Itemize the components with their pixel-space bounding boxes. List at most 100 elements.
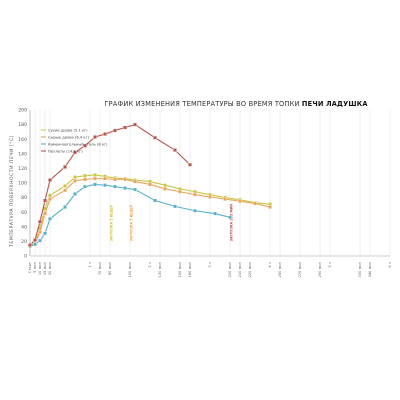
data-point: [113, 128, 117, 133]
x-tick-label: 6 ч: [388, 262, 392, 268]
y-tick-label: 100: [18, 181, 27, 187]
series-3: [28, 182, 232, 248]
data-point: [38, 238, 42, 243]
x-tick-label: 250 мин: [278, 261, 282, 277]
data-point: [33, 238, 37, 242]
data-point: [93, 135, 97, 139]
data-point: [238, 199, 242, 204]
series-line: [29, 174, 271, 247]
x-tick-label: 130 мин: [158, 261, 162, 277]
y-tick-label: 200: [18, 108, 27, 114]
data-point: [188, 162, 192, 167]
data-point: [193, 192, 197, 197]
data-point: [173, 204, 177, 209]
data-point: [193, 208, 197, 213]
data-point: [173, 148, 177, 153]
x-tick-label: 2 ч: [148, 262, 152, 268]
data-point: [103, 183, 107, 188]
x-tick-label: 330 мин: [358, 261, 362, 277]
data-point: [83, 184, 87, 189]
x-tick-label: 160 мин: [188, 261, 192, 277]
data-point: [93, 173, 97, 177]
data-point: [83, 143, 87, 148]
data-point: [38, 219, 42, 224]
data-point: [48, 216, 52, 221]
x-tick-label: 10 мин: [38, 261, 42, 275]
data-point: [148, 182, 152, 187]
series-4: [28, 122, 192, 247]
x-tick-label: 5 мин: [33, 261, 37, 272]
data-point: [213, 211, 217, 216]
y-tick-label: 180: [18, 122, 27, 128]
x-tick-label: 3 ч: [208, 262, 212, 268]
x-tick-label: 210 мин: [238, 261, 242, 277]
y-tick-label: 140: [18, 151, 27, 157]
legend-label: Сухие дрова (5,1 кг): [48, 128, 88, 132]
data-point: [43, 198, 47, 203]
legend-label: Пеллеты (14,2 кг): [48, 149, 83, 153]
data-point: [178, 189, 182, 194]
x-tick-label: 80 мин: [108, 261, 112, 275]
legend: Сухие дрова (5,1 кг) Сырые дрова (6,4 кг)…: [41, 128, 108, 153]
data-point: [43, 231, 47, 236]
x-tick-label: Старт: [28, 262, 32, 273]
x-tick-label: 220 мин: [248, 261, 252, 277]
data-point: [223, 197, 227, 201]
x-tick-label: 340 мин: [368, 261, 372, 277]
data-point: [73, 178, 77, 183]
y-tick-label: 20: [21, 239, 27, 245]
x-tick-label: 70 мин: [98, 261, 102, 275]
data-point: [228, 215, 232, 220]
axis-layer: Старт 5 мин 10 мин 15 мин 20 мин 1 ч 70 мин 80 …: [18, 108, 392, 278]
y-tick-label: 80: [21, 195, 27, 201]
data-point: [103, 132, 107, 136]
x-tick-label: 5 ч: [328, 262, 332, 268]
legend-label: Каменноугольный уголь (8 кг): [48, 142, 108, 146]
grid-layer: [29, 110, 391, 256]
data-point: [163, 186, 167, 191]
data-point: [48, 193, 52, 198]
data-point: [38, 230, 42, 234]
data-point: [113, 184, 117, 189]
y-tick-label: 40: [21, 224, 27, 230]
y-axis-label: ТЕМПЕРАТУРА ПОВЕРХНОСТИ ПЕЧИ [°C]: [9, 135, 15, 248]
series-2: [28, 176, 272, 249]
data-point: [48, 178, 52, 182]
data-point: [63, 205, 67, 209]
data-point: [133, 179, 137, 184]
data-point: [253, 201, 257, 206]
data-point: [73, 192, 77, 196]
data-point: [63, 184, 67, 188]
legend-label: Сырые дрова (6,4 кг): [48, 135, 90, 139]
annotation-layer: ЗАГРУЗКА 5 ВЕДЕР ЗАГРУЗКА 5 ВЕДЕР ЗАГРУЗКА…: [110, 204, 234, 242]
x-tick-label: 100 мин: [128, 261, 132, 277]
x-tick-label: 290 мин: [318, 261, 322, 277]
data-point: [93, 176, 97, 181]
x-tick-label: 270 мин: [298, 261, 302, 277]
y-tick-label: 0: [24, 254, 27, 260]
data-point: [73, 150, 77, 155]
data-point: [93, 182, 97, 187]
y-tick-label: 60: [21, 210, 27, 216]
y-tick-label: 160: [18, 137, 27, 143]
data-point: [268, 205, 272, 209]
series-layer: [28, 122, 272, 249]
data-point: [123, 177, 127, 182]
x-tick-label: 200 мин: [228, 261, 232, 277]
data-point: [43, 211, 47, 216]
data-point: [123, 125, 127, 130]
annotation-label: ЗАГРУЗКА 5 ВЕДЕР: [130, 204, 134, 241]
x-tick-label: 150 мин: [178, 261, 182, 277]
data-point: [113, 177, 117, 182]
data-point: [63, 165, 67, 169]
data-point: [133, 187, 137, 192]
x-tick-label: 4 ч: [268, 262, 272, 268]
data-point: [153, 198, 157, 203]
x-tick-label: 15 мин: [43, 261, 47, 275]
data-point: [73, 175, 77, 180]
data-point: [153, 135, 157, 140]
chart-title-part2: ПЕЧИ ЛАДУШКА: [302, 100, 368, 108]
data-point: [63, 188, 67, 193]
